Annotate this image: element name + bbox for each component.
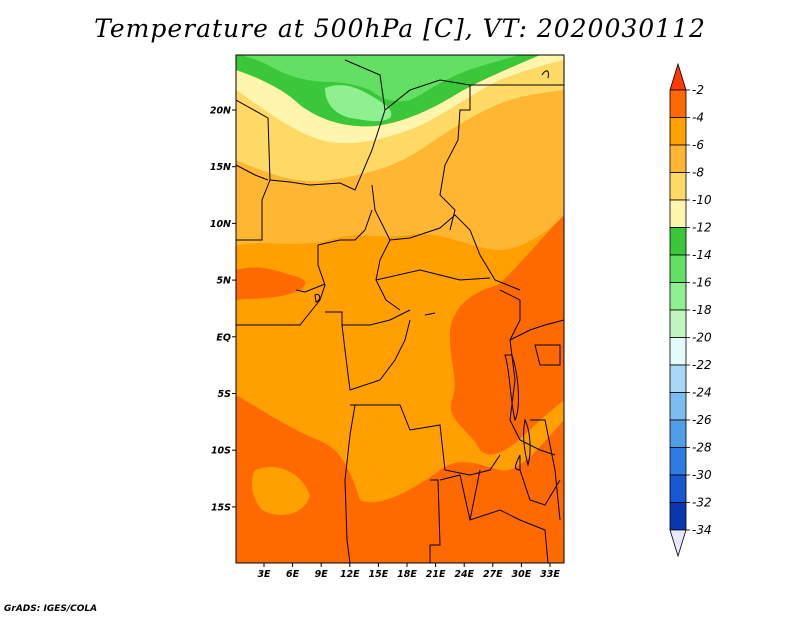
- lon-tick-label: 12E: [340, 569, 360, 580]
- field-band-minus10: [236, 55, 564, 144]
- lon-tick-label: 9E: [315, 569, 329, 580]
- colorbar-label: -4: [692, 111, 704, 125]
- colorbar-swatch: [669, 474, 687, 503]
- latitude-axis: 20N 15N 10N 5N EQ 5S 10S 15S: [210, 106, 236, 513]
- colorbar-label: -16: [692, 276, 712, 290]
- colorbar-swatch: [669, 227, 687, 256]
- colorbar-label: -6: [692, 138, 704, 152]
- colorbar-label: -18: [692, 303, 712, 317]
- colorbar-swatch: [669, 392, 687, 421]
- lat-tick-label: 15S: [211, 502, 231, 513]
- colorbar-label: -22: [692, 358, 712, 372]
- map-title: Temperature at 500hPa [C], VT: 202003011…: [94, 14, 706, 43]
- lat-tick-label: EQ: [216, 332, 231, 343]
- longitude-axis: 3E 6E 9E 12E 15E 18E 21E 24E 27E 30E 33E: [257, 563, 560, 580]
- field-band-minus6: [236, 90, 564, 250]
- field-south-dark-orange: [236, 395, 564, 563]
- colorbar-label: -20: [692, 331, 712, 345]
- field-south-light-blob: [360, 420, 441, 479]
- lon-tick-label: 30E: [512, 569, 532, 580]
- colorbar-label: -2: [692, 83, 704, 97]
- lon-tick-label: 24E: [454, 569, 474, 580]
- lon-tick-label: 6E: [286, 569, 300, 580]
- lat-tick-label: 10S: [211, 446, 231, 457]
- grads-credit: GrADS: IGES/COLA: [4, 604, 98, 614]
- lon-tick-label: 3E: [257, 569, 271, 580]
- lat-tick-label: 20N: [210, 106, 231, 117]
- colorbar-swatch: [669, 172, 687, 201]
- colorbar-label: -30: [692, 468, 712, 482]
- colorbar-label: -8: [692, 166, 704, 180]
- colorbar-label: -10: [692, 193, 712, 207]
- colorbar-swatch: [669, 89, 687, 118]
- lat-tick-label: 5N: [216, 276, 231, 287]
- colorbar-swatch: [669, 282, 687, 311]
- field-east-dark-orange: [449, 215, 564, 455]
- colorbar-swatch: [669, 254, 687, 283]
- colorbar-top-arrow: [669, 62, 687, 91]
- colorbar-label: -14: [692, 248, 712, 262]
- country-borders: [236, 59, 564, 563]
- colorbar-swatch: [669, 144, 687, 173]
- field-band-minus16: [325, 85, 392, 122]
- lon-tick-label: 21E: [426, 569, 446, 580]
- lat-tick-label: 5S: [218, 389, 232, 400]
- field-band-minus8: [236, 60, 564, 182]
- colorbar-label: -34: [692, 523, 712, 537]
- lon-tick-label: 33E: [540, 569, 560, 580]
- colorbar-label: -12: [692, 221, 712, 235]
- lon-tick-label: 18E: [397, 569, 417, 580]
- lat-tick-label: 10N: [210, 219, 231, 230]
- colorbar-swatch: [669, 447, 687, 476]
- lon-tick-label: 27E: [483, 569, 503, 580]
- temperature-field: [236, 55, 564, 563]
- colorbar-swatch: [669, 502, 687, 531]
- colorbar-swatch: [669, 337, 687, 366]
- colorbar-swatch: [669, 309, 687, 338]
- colorbar-label: -26: [692, 413, 712, 427]
- colorbar-swatch: [669, 419, 687, 448]
- colorbar-bottom-arrow: [669, 529, 687, 558]
- lon-tick-label: 15E: [369, 569, 389, 580]
- colorbar-label: -24: [692, 386, 712, 400]
- colorbar-label: -32: [692, 496, 712, 510]
- lat-tick-label: 15N: [210, 162, 231, 173]
- colorbar-swatch: [669, 364, 687, 393]
- colorbar-swatch: [669, 117, 687, 146]
- colorbar-swatch: [669, 199, 687, 228]
- colorbar: -2 -4 -6 -8 -10 -12 -14 -16 -18 -20 -22 -24 -26 -28 -3…: [669, 62, 712, 558]
- field-west-dark-orange: [236, 267, 306, 300]
- map-frame: [235, 54, 565, 564]
- colorbar-label: -28: [692, 441, 712, 455]
- field-south-light-blob-2: [251, 467, 310, 515]
